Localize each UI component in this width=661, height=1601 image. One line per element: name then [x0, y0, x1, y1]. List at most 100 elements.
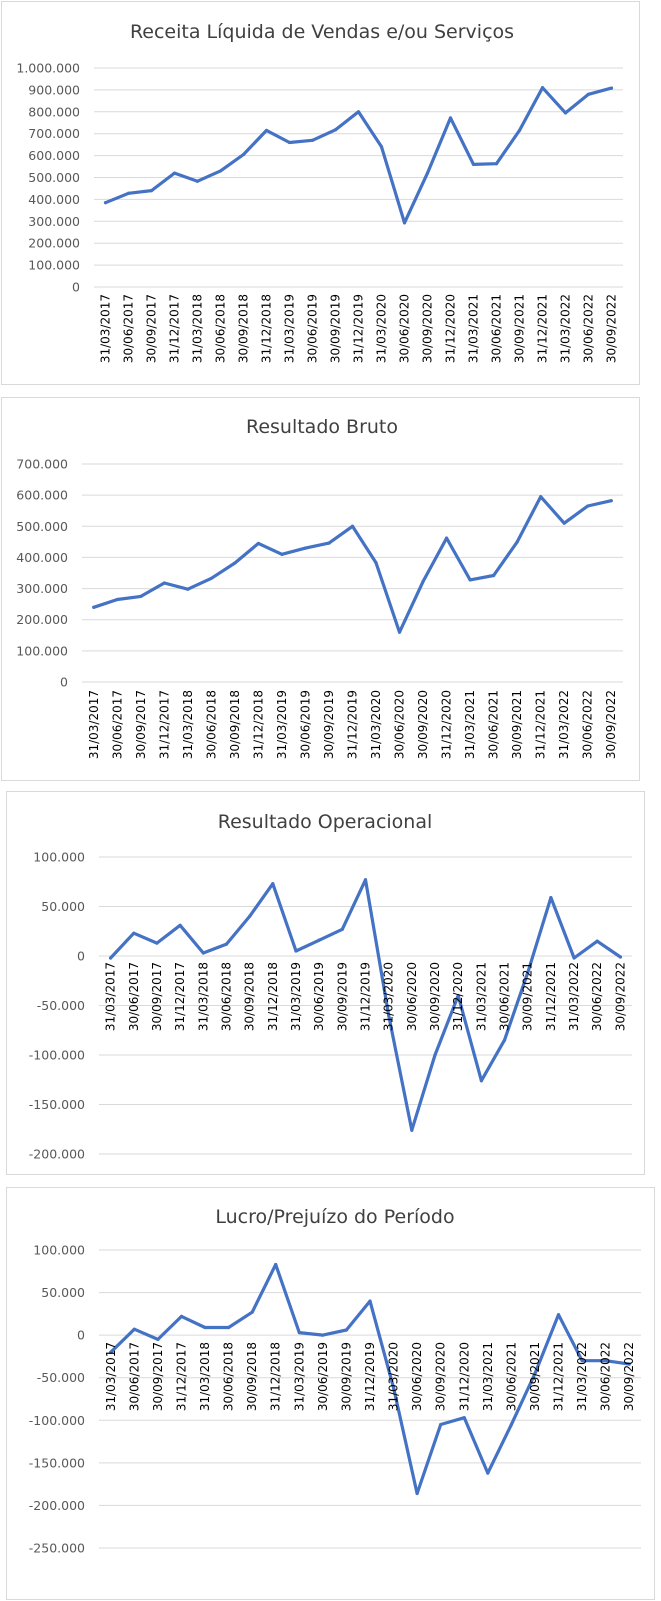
x-tick-label: 31/12/2019 [363, 1342, 377, 1411]
data-point [479, 1079, 483, 1083]
x-tick-label: 30/09/2019 [335, 962, 349, 1031]
data-point [109, 1350, 113, 1354]
data-point [340, 927, 344, 931]
y-tick-label: -100.000 [29, 1048, 85, 1063]
data-point [595, 939, 599, 943]
x-tick-label: 31/03/2020 [369, 690, 383, 759]
x-tick-label: 30/06/2018 [219, 962, 233, 1031]
data-point [132, 1327, 136, 1331]
data-point [509, 1422, 513, 1427]
x-tick-label: 30/06/2022 [599, 1342, 613, 1411]
y-tick-label: 700.000 [28, 126, 80, 141]
x-tick-label: 31/03/2018 [191, 294, 205, 363]
x-tick-label: 31/12/2017 [174, 1342, 188, 1411]
x-tick-label: 31/12/2018 [251, 690, 265, 759]
data-point [609, 499, 613, 503]
data-point [539, 495, 543, 499]
x-tick-label: 31/03/2022 [575, 1342, 589, 1411]
x-tick-label: 30/06/2022 [581, 690, 595, 759]
data-point [586, 92, 591, 96]
data-point [321, 1333, 325, 1337]
x-tick-label: 31/12/2020 [444, 294, 458, 363]
x-tick-label: 30/06/2019 [306, 294, 320, 363]
data-point [517, 128, 522, 133]
x-tick-label: 30/06/2017 [127, 962, 141, 1031]
x-tick-label: 31/12/2019 [359, 962, 373, 1031]
data-point [274, 1262, 278, 1267]
data-point [356, 110, 361, 114]
data-point [233, 561, 237, 565]
x-tick-label: 30/06/2018 [204, 690, 218, 759]
chart-panel-resultado-operacional: Resultado Operacional -200.000 -150.000 -10… [6, 791, 645, 1175]
x-tick-label: 31/03/2019 [289, 962, 303, 1031]
x-tick-label: 30/06/2021 [487, 690, 501, 759]
x-tick-label: 31/03/2017 [87, 690, 101, 759]
data-point [572, 956, 576, 960]
y-tick-label: 700.000 [16, 457, 68, 472]
data-point [162, 581, 166, 585]
x-tick-label: 30/09/2018 [243, 962, 257, 1031]
data-point [526, 971, 530, 975]
data-point [227, 1325, 231, 1330]
x-tick-label: 30/06/2022 [582, 294, 596, 363]
data-point [303, 546, 308, 550]
data-point [627, 1362, 631, 1366]
y-tick-label: 900.000 [28, 82, 80, 97]
x-tick-label: 30/06/2020 [405, 962, 419, 1031]
x-tick-label: 30/06/2020 [410, 1342, 424, 1411]
chart-title: Receita Líquida de Vendas e/ou Serviços [130, 21, 514, 43]
data-point [333, 128, 338, 132]
y-tick-label: 0 [77, 949, 85, 964]
y-tick-label: 200.000 [28, 236, 80, 251]
x-tick-label: 30/09/2020 [416, 690, 430, 759]
x-tick-label: 30/06/2021 [490, 294, 504, 363]
x-tick-label: 30/09/2021 [528, 1342, 542, 1411]
x-tick-label: 30/09/2017 [145, 294, 159, 363]
data-point [580, 1359, 584, 1363]
x-tick-label: 30/06/2021 [498, 962, 512, 1031]
data-point [502, 1038, 507, 1042]
y-tick-label: 400.000 [28, 192, 80, 207]
x-tick-label: 31/03/2019 [275, 690, 289, 759]
x-tick-label: 31/03/2022 [557, 690, 571, 759]
data-point [271, 882, 275, 886]
y-tick-label: 300.000 [28, 214, 80, 229]
data-point [287, 140, 292, 145]
x-tick-label: 31/03/2019 [292, 1342, 306, 1411]
x-tick-label: 31/12/2018 [266, 962, 280, 1031]
x-tick-label: 31/03/2022 [567, 962, 581, 1031]
data-point [195, 179, 200, 183]
x-tick-label: 31/03/2021 [467, 294, 481, 363]
x-tick-label: 30/06/2017 [127, 1342, 141, 1411]
x-tick-label: 30/09/2017 [134, 690, 148, 759]
data-point [108, 956, 113, 960]
y-tick-label: 0 [72, 280, 80, 295]
x-tick-label: 30/06/2020 [398, 294, 412, 363]
x-tick-label: 31/03/2018 [196, 962, 210, 1031]
data-point [327, 541, 331, 545]
x-tick-label: 31/03/2017 [104, 1342, 118, 1411]
data-point [363, 878, 368, 882]
data-point [604, 1359, 608, 1363]
x-tick-label: 31/12/2019 [352, 294, 366, 363]
x-tick-label: 31/03/2018 [198, 1342, 212, 1411]
x-tick-label: 31/03/2019 [283, 294, 297, 363]
data-point [297, 1330, 301, 1335]
data-point [609, 86, 614, 90]
x-tick-label: 30/09/2022 [622, 1342, 636, 1411]
x-tick-label: 31/03/2020 [382, 962, 396, 1031]
data-point [492, 573, 496, 578]
y-tick-label: -200.000 [29, 1147, 85, 1162]
x-tick-label: 31/03/2021 [481, 1342, 495, 1411]
x-tick-label: 31/12/2021 [552, 1342, 566, 1411]
y-tick-label: 50.000 [41, 899, 85, 914]
data-point [186, 587, 190, 591]
data-point [344, 1328, 349, 1332]
data-point [149, 189, 154, 193]
chart-title: Lucro/Prejuízo do Período [215, 1206, 454, 1228]
y-tick-label: -50.000 [37, 1370, 85, 1385]
x-tick-label: 31/12/2017 [157, 690, 171, 759]
y-tick-label: 100.000 [33, 1243, 85, 1258]
x-tick-label: 30/06/2018 [222, 1342, 236, 1411]
data-point [241, 152, 246, 157]
